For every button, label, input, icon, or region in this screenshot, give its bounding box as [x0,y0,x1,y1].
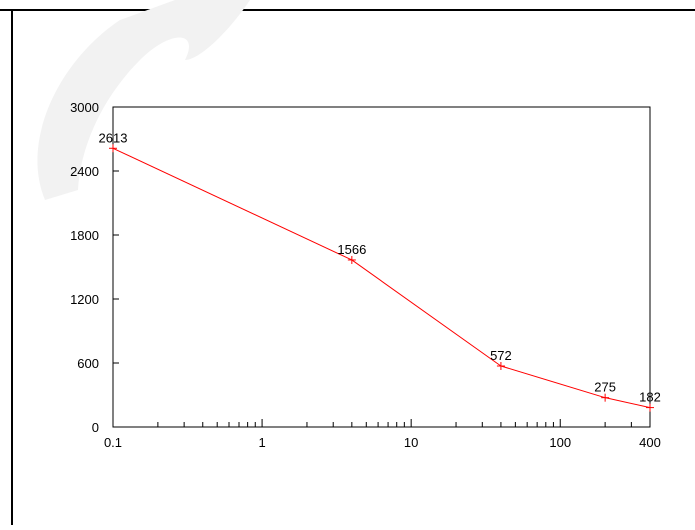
data-point-marker [109,144,117,153]
x-tick-label: 1 [258,435,265,450]
data-label: 2613 [99,130,128,145]
x-tick-label: 0.1 [104,435,122,450]
data-label: 182 [639,390,661,405]
data-label: 572 [490,348,512,363]
data-label: 275 [594,380,616,395]
data-point-marker [646,403,654,412]
x-tick-label: 400 [639,435,661,450]
data-point-marker [347,255,356,264]
x-axis: 0.1 1 10 100 400 [104,419,661,450]
y-tick-label: 3000 [70,100,99,115]
outer-frame [0,9,695,525]
series-layer: 2613 1566 572 275 182 [99,130,661,412]
watermark-shape [37,0,250,200]
series-line-segment [351,259,502,367]
x-tick-label: 10 [404,435,418,450]
data-point-marker [601,393,610,402]
series-line-segment [500,365,606,399]
y-tick-label: 1800 [70,228,99,243]
y-tick-label: 600 [77,356,99,371]
series-line-segment [112,147,353,261]
y-tick-label: 0 [92,420,99,435]
data-point-marker [496,361,505,370]
series-line-segment [605,397,651,409]
data-label: 1566 [337,242,366,257]
x-tick-label: 100 [549,435,571,450]
y-axis: 0 600 1200 1800 2400 3000 [70,100,119,435]
y-tick-label: 2400 [70,164,99,179]
y-tick-label: 1200 [70,292,99,307]
plot-area [112,106,651,428]
